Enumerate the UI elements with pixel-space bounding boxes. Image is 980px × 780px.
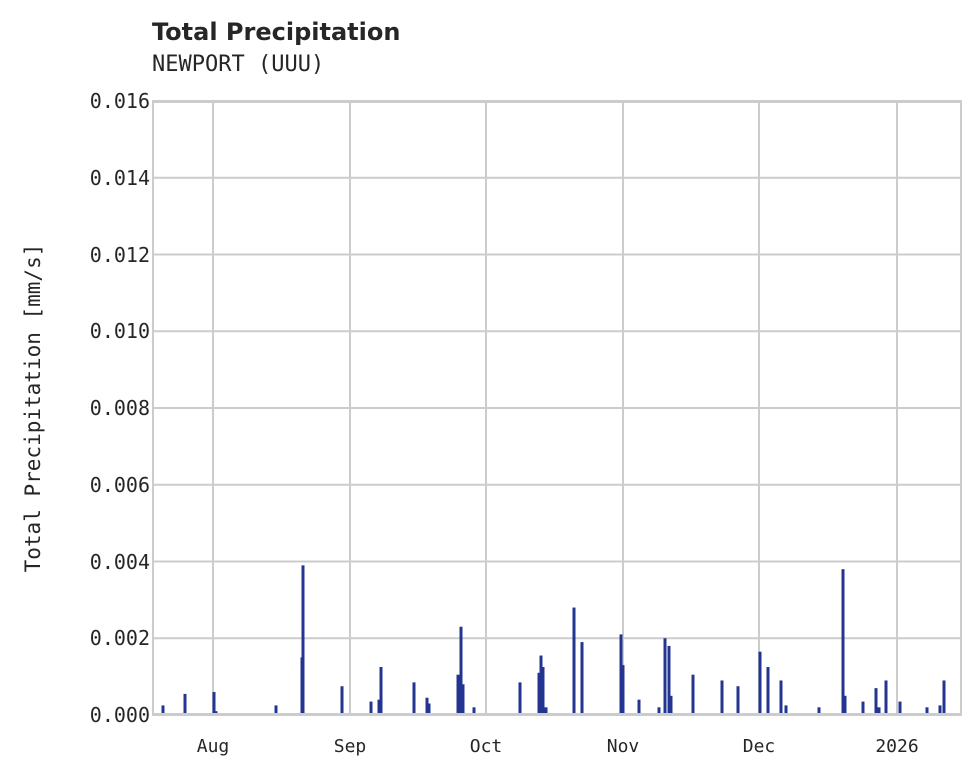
y-tick-label: 0.006 — [89, 472, 150, 497]
precipitation-bar — [274, 705, 278, 715]
precipitation-bar — [369, 701, 373, 715]
precipitation-bar — [877, 707, 881, 715]
precipitation-bar — [427, 703, 431, 715]
x-tick-label: Sep — [333, 736, 367, 757]
precipitation-bar — [669, 695, 673, 715]
y-tick-label: 0.016 — [89, 89, 150, 113]
x-tick-label: Dec — [742, 736, 776, 757]
precipitation-bar — [425, 697, 429, 715]
precipitation-bar — [572, 607, 576, 715]
precipitation-bar — [720, 680, 724, 715]
precipitation-bar — [544, 707, 548, 715]
precipitation-bar — [884, 680, 888, 715]
precipitation-bar — [874, 688, 878, 715]
precipitation-bar — [766, 667, 770, 715]
precipitation-bar — [183, 693, 187, 715]
precipitation-bar — [841, 569, 845, 715]
precipitation-bar — [843, 695, 847, 715]
precipitation-bar — [663, 638, 667, 715]
chart-title: Total Precipitation — [152, 18, 401, 46]
x-tick-label: Nov — [606, 736, 640, 757]
precipitation-bar — [942, 680, 946, 715]
precipitation-bar — [736, 686, 740, 715]
precipitation-bar — [412, 682, 416, 715]
x-tick-label: Aug — [196, 736, 230, 757]
x-tick-label: 2026 — [875, 736, 919, 757]
y-tick-label: 0.014 — [89, 165, 150, 190]
precipitation-bar — [456, 674, 460, 715]
precipitation-bar — [212, 691, 216, 715]
y-tick-label: 0.004 — [89, 549, 150, 574]
precipitation-bar — [541, 667, 545, 715]
precipitation-bar — [691, 674, 695, 715]
precipitation-bar — [621, 665, 625, 715]
precipitation-bar — [461, 684, 465, 715]
precipitation-bar — [619, 634, 623, 715]
precipitation-bar — [340, 686, 344, 715]
precipitation-bar — [580, 642, 584, 715]
precipitation-bar — [518, 682, 522, 715]
precipitation-bar — [817, 707, 821, 715]
y-tick-label: 0.008 — [89, 396, 150, 420]
precipitation-bar — [459, 626, 463, 715]
precipitation-bar — [925, 707, 929, 715]
chart-subtitle: NEWPORT (UUU) — [152, 52, 325, 77]
precipitation-bar — [472, 707, 476, 715]
precipitation-bar — [758, 651, 762, 715]
precipitation-bar — [861, 701, 865, 715]
precipitation-bar — [657, 707, 661, 715]
y-tick-label: 0.002 — [89, 626, 150, 651]
y-tick-label: 0.010 — [89, 319, 150, 344]
precipitation-bar — [539, 655, 543, 715]
plot-frame — [152, 101, 962, 715]
precipitation-bar — [637, 699, 641, 715]
precipitation-bar — [938, 705, 942, 715]
y-tick-label: 0.012 — [89, 242, 150, 267]
precipitation-bar — [784, 705, 788, 715]
precipitation-bar — [377, 699, 381, 715]
y-tick-label: 0.000 — [89, 703, 150, 727]
x-tick-label: Oct — [469, 736, 503, 757]
precipitation-bar — [898, 701, 902, 715]
precipitation-bar — [161, 705, 165, 715]
precipitation-bar — [379, 667, 383, 715]
precipitation-bar — [667, 645, 671, 715]
precipitation-bar — [537, 672, 541, 715]
precipitation-bar — [301, 565, 305, 715]
precipitation-bar — [779, 680, 783, 715]
